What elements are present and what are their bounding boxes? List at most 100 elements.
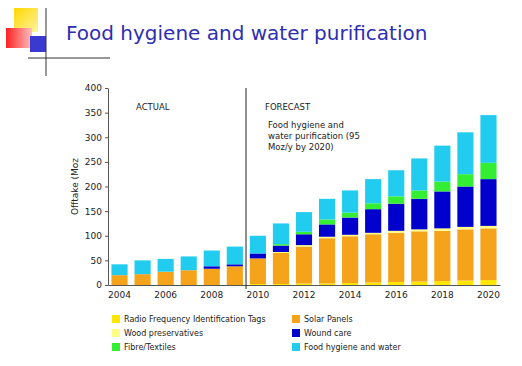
bar-segment bbox=[227, 266, 243, 285]
tick-mark bbox=[105, 211, 108, 212]
y-axis-label: Offtake (Moz bbox=[70, 158, 80, 215]
bar-segment bbox=[434, 146, 450, 182]
bar-segment bbox=[319, 219, 335, 224]
tick-mark bbox=[105, 187, 108, 188]
bar-segment bbox=[480, 226, 496, 228]
tick-label: 350 bbox=[85, 108, 102, 118]
bar-segment bbox=[250, 236, 266, 254]
bar-segment bbox=[111, 264, 127, 275]
tick-label: 250 bbox=[85, 157, 102, 167]
bar-segment bbox=[250, 253, 266, 258]
title: Food hygiene and water purification bbox=[66, 21, 427, 45]
bar-segment bbox=[227, 264, 243, 266]
bar-segment bbox=[388, 233, 404, 282]
tick-mark bbox=[105, 162, 108, 163]
tick: 2016 bbox=[385, 285, 408, 300]
tick-mark bbox=[105, 137, 108, 138]
tick: 2010 bbox=[246, 285, 269, 300]
bar-segment bbox=[411, 190, 427, 198]
bar-segment bbox=[296, 232, 312, 234]
bar-segment bbox=[342, 190, 358, 212]
bar-segment bbox=[365, 234, 381, 282]
deco-square bbox=[30, 36, 46, 52]
tick-label: 2016 bbox=[385, 290, 408, 300]
x-axis: 200420062008201020122014201620182020 bbox=[108, 285, 500, 300]
bar-segment bbox=[135, 274, 151, 285]
tick-label: 400 bbox=[85, 83, 102, 93]
deco-line bbox=[46, 8, 47, 76]
bar-segment bbox=[457, 281, 473, 285]
tick-mark bbox=[105, 88, 108, 89]
legend-item: Wound care bbox=[292, 329, 352, 338]
legend-swatch bbox=[112, 343, 120, 351]
tick: 2006 bbox=[154, 285, 177, 300]
bar-segment bbox=[319, 284, 335, 285]
bar-segment bbox=[273, 253, 289, 284]
bar-segment bbox=[296, 247, 312, 284]
series bbox=[111, 115, 496, 275]
bar-segment bbox=[434, 281, 450, 285]
legend-item: Wood preservatives bbox=[112, 329, 203, 338]
tick-mark bbox=[105, 113, 108, 114]
bar-segment bbox=[204, 266, 220, 268]
tick: 150 bbox=[85, 207, 108, 217]
bar-segment bbox=[342, 213, 358, 218]
tick: 400 bbox=[85, 83, 108, 93]
bar-segment bbox=[388, 231, 404, 233]
bar-segment bbox=[411, 231, 427, 281]
deco-square bbox=[6, 28, 32, 48]
tick: 200 bbox=[85, 182, 108, 192]
bar-segment bbox=[296, 212, 312, 232]
bar-segment bbox=[457, 174, 473, 186]
legend-label: Wound care bbox=[304, 329, 352, 338]
bar-segment bbox=[457, 187, 473, 227]
tick: 0 bbox=[96, 280, 108, 290]
tick-label: 300 bbox=[85, 133, 102, 143]
tick-label: 2012 bbox=[293, 290, 316, 300]
bar-segment bbox=[480, 163, 496, 179]
bar-segment bbox=[296, 284, 312, 285]
tick: 2008 bbox=[200, 285, 223, 300]
bar-segment bbox=[480, 179, 496, 226]
annotation: Food hygiene andwater purification (95Mo… bbox=[268, 120, 360, 152]
tick-label: 0 bbox=[96, 280, 102, 290]
tick: 2020 bbox=[477, 285, 500, 300]
bar-segment bbox=[480, 228, 496, 280]
legend: Radio Frequency Identification TagsSolar… bbox=[112, 315, 401, 352]
bar-segment bbox=[365, 209, 381, 233]
bar-segment bbox=[388, 170, 404, 196]
tick-label: 100 bbox=[85, 231, 102, 241]
tick-label: 150 bbox=[85, 207, 102, 217]
legend-swatch bbox=[112, 329, 120, 337]
tick-label: 2014 bbox=[339, 290, 362, 300]
legend-swatch bbox=[292, 329, 300, 337]
legend-item: Solar Panels bbox=[292, 315, 353, 324]
bar-segment bbox=[111, 275, 127, 285]
legend-label: Food hygiene and water bbox=[304, 343, 401, 352]
bar-segment bbox=[434, 231, 450, 281]
series bbox=[273, 163, 497, 246]
bar-segment bbox=[135, 260, 151, 274]
tick-label: 2018 bbox=[431, 290, 454, 300]
bar-segment bbox=[181, 270, 197, 285]
bar-segment bbox=[411, 158, 427, 190]
chart: Food hygiene and water purification 0 50 10… bbox=[0, 0, 522, 366]
legend-swatch bbox=[292, 343, 300, 351]
axis-line bbox=[109, 285, 501, 286]
series bbox=[111, 228, 496, 285]
legend-item: Food hygiene and water bbox=[292, 343, 401, 352]
bar-segment bbox=[411, 229, 427, 231]
tick-label: 2020 bbox=[477, 290, 500, 300]
bar-segment bbox=[319, 199, 335, 220]
divider bbox=[246, 88, 247, 289]
bar-segment bbox=[388, 196, 404, 203]
tick-label: 50 bbox=[91, 256, 103, 266]
bar-segment bbox=[434, 182, 450, 192]
bar-segment bbox=[273, 244, 289, 245]
bar-segment bbox=[158, 259, 174, 272]
bar-segment bbox=[319, 237, 335, 238]
bar-segment bbox=[273, 223, 289, 244]
bar-segment bbox=[411, 282, 427, 285]
tick-mark bbox=[105, 260, 108, 261]
legend-item: Fibre/Textiles bbox=[112, 343, 176, 352]
